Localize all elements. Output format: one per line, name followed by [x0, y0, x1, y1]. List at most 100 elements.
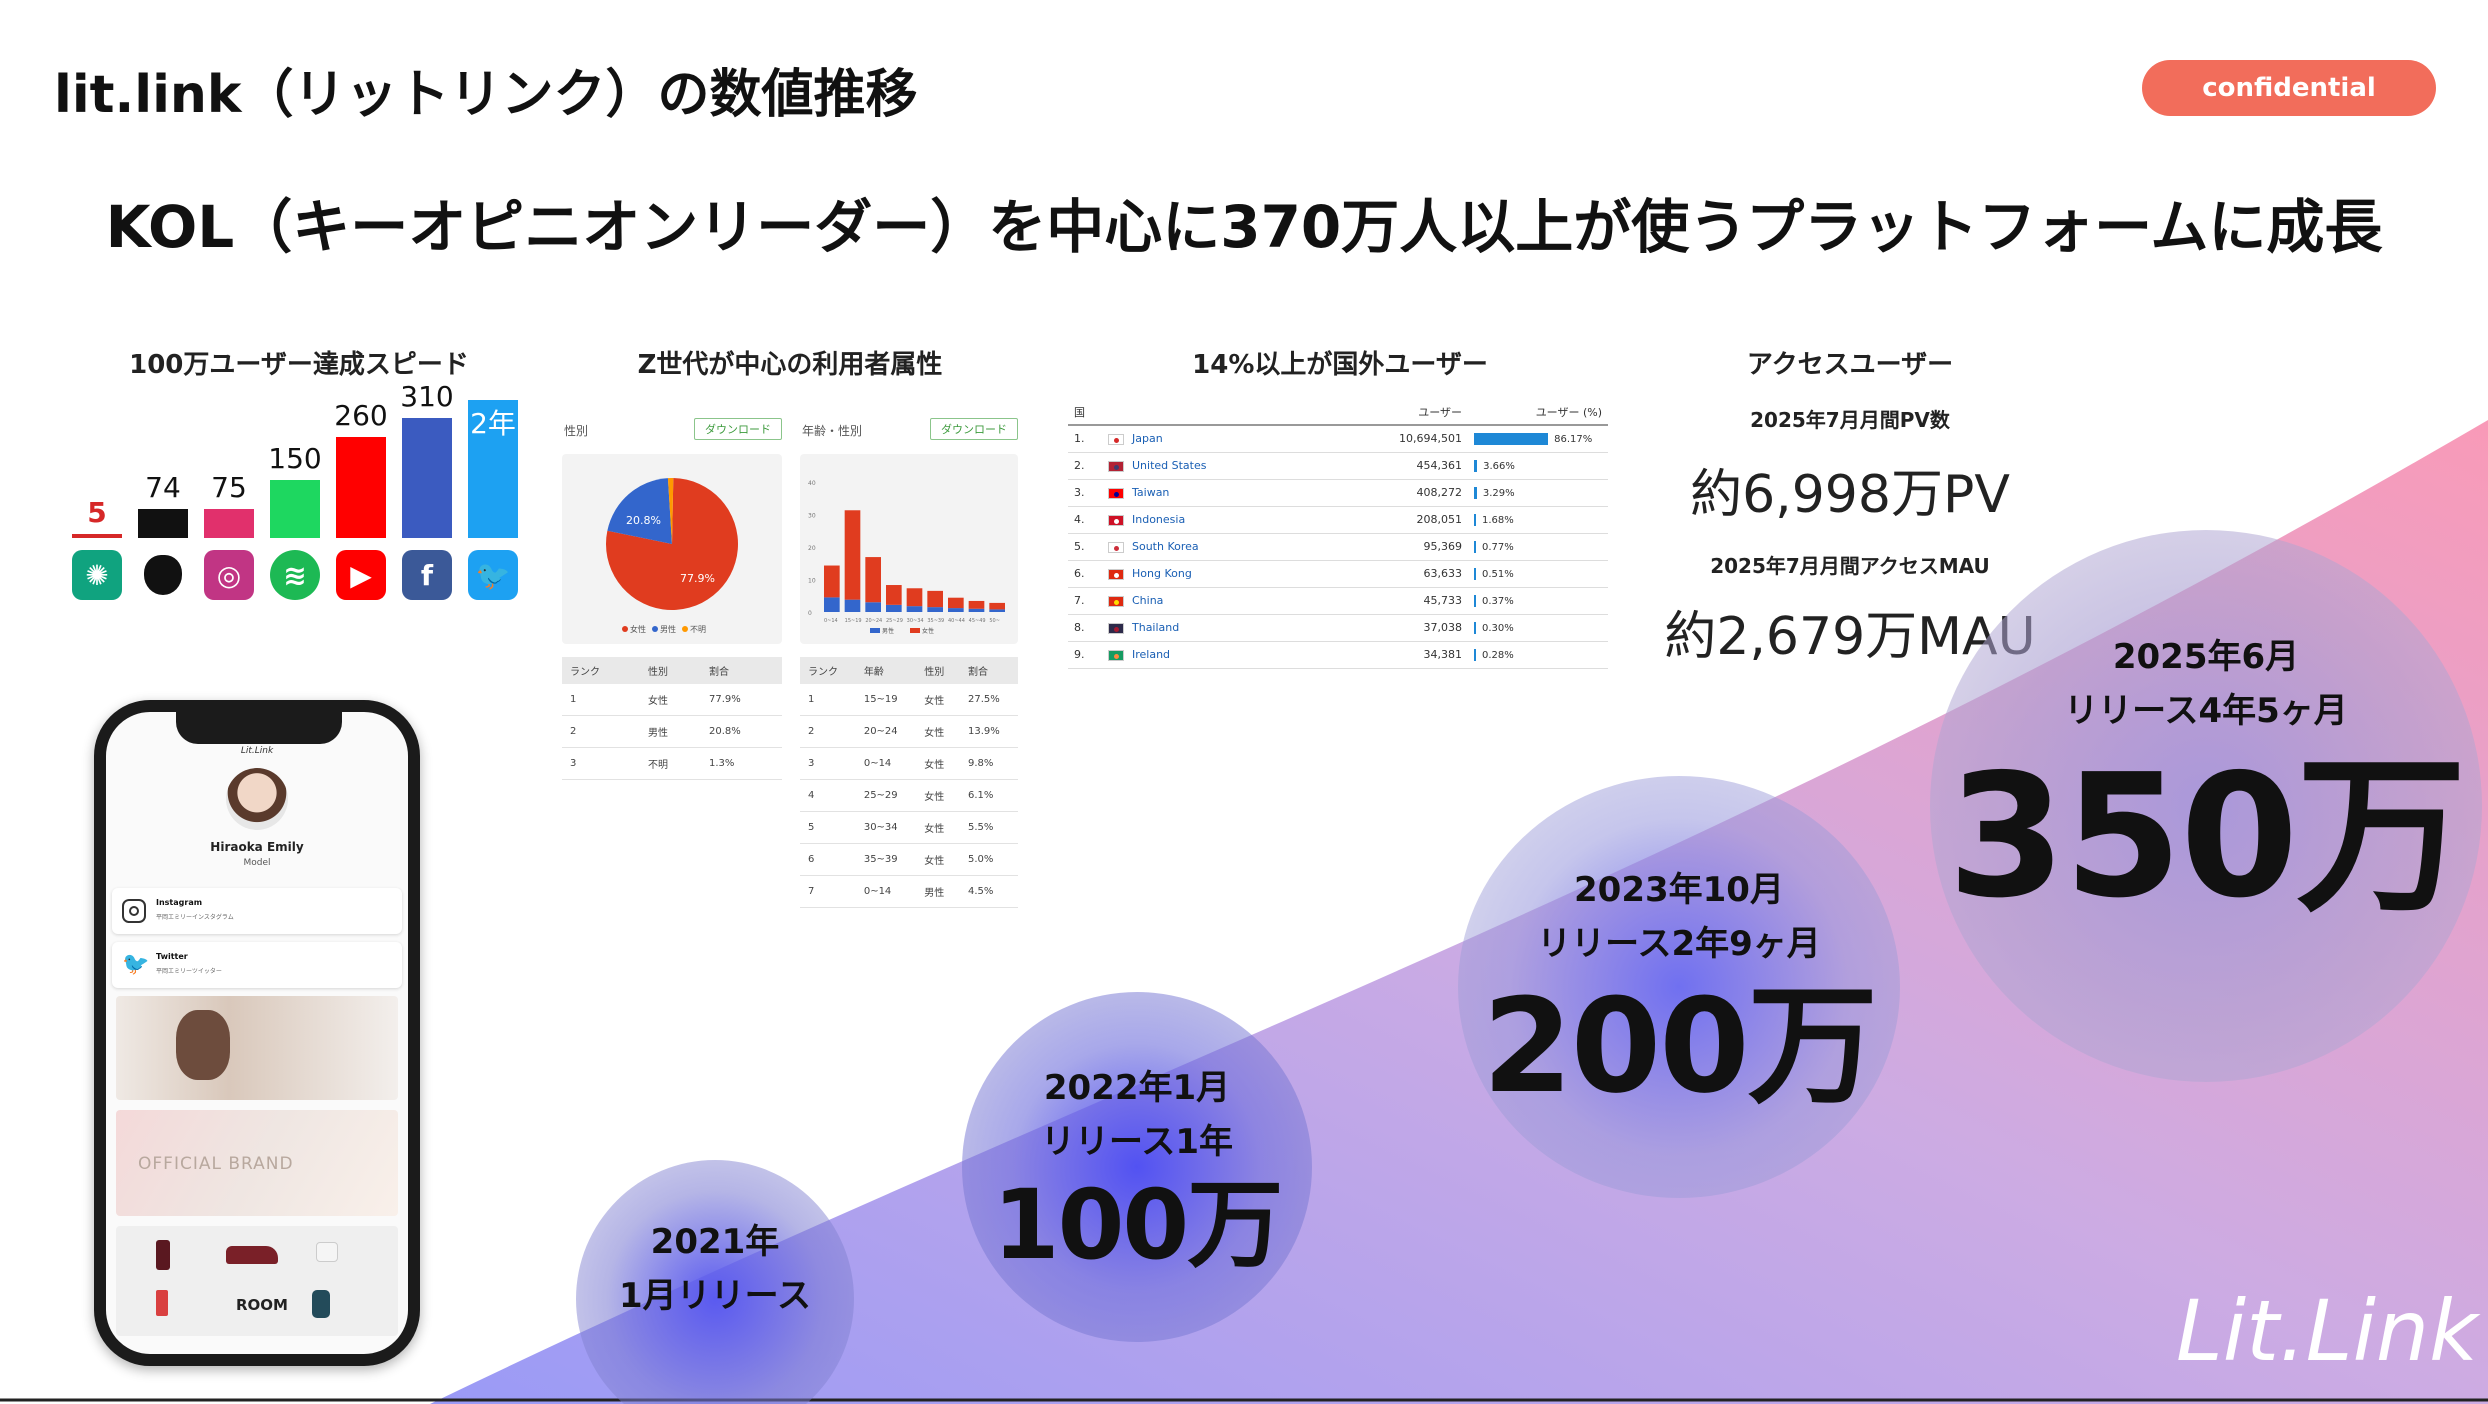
gender-download-button[interactable]: ダウンロード: [694, 418, 782, 440]
age-bar-male: [824, 597, 840, 612]
country-name[interactable]: United States: [1132, 459, 1207, 472]
table-cell: 5.5%: [959, 811, 1018, 844]
gender-pie-chart: [606, 478, 738, 610]
country-share-bar: [1474, 514, 1476, 526]
country-name[interactable]: China: [1132, 594, 1164, 607]
table-cell: 20~24: [855, 715, 917, 748]
table-cell: 7: [800, 875, 856, 908]
age-y-tick: 30: [808, 513, 816, 520]
country-name[interactable]: Taiwan: [1132, 486, 1170, 499]
product-cup: [316, 1242, 338, 1262]
country-share-bar: [1474, 487, 1477, 499]
instagram-icon: [122, 899, 146, 923]
country-share-pct: 0.51%: [1482, 568, 1514, 580]
country-flag-icon: [1108, 487, 1124, 499]
country-name[interactable]: South Korea: [1132, 540, 1199, 553]
link-card-instagram[interactable]: Instagram 平岡エミリーインスタグラム: [112, 888, 402, 934]
country-name[interactable]: Japan: [1132, 432, 1163, 446]
table-cell: 女性: [916, 684, 960, 716]
official-brand-text: OFFICIAL BRAND: [138, 1154, 294, 1174]
age-bar-female: [844, 510, 861, 600]
official-brand-banner[interactable]: OFFICIAL BRAND: [116, 1110, 398, 1216]
milestone-date: 2025年6月: [2112, 636, 2300, 677]
country-name[interactable]: Indonesia: [1132, 513, 1186, 526]
spotify-icon: ≋: [270, 550, 320, 600]
age-table-row: 6 35~39 女性 5.0%: [800, 843, 1018, 876]
country-share-pct: 0.37%: [1482, 595, 1514, 607]
country-users: 10,694,501: [1322, 425, 1468, 453]
gender-table-row: 1 女性 77.9%: [562, 684, 782, 716]
age-bar-male: [948, 608, 964, 612]
age-bar-female: [989, 602, 1005, 610]
country-row: 8. Thailand 37,038 0.30%: [1068, 614, 1608, 642]
age-x-tick: 40~44: [948, 618, 965, 624]
speed-bar-label: 2年: [470, 407, 516, 440]
photo-banner[interactable]: [116, 996, 398, 1100]
shop-banner[interactable]: ROOM: [116, 1226, 398, 1336]
country-users: 34,381: [1322, 641, 1468, 669]
country-users: 208,051: [1322, 506, 1468, 534]
country-table-header: ユーザー (%): [1468, 400, 1608, 426]
link-card-subtitle: 平岡エミリーツイッター: [156, 968, 222, 975]
country-share-cell: 0.37%: [1468, 587, 1608, 615]
country-name[interactable]: Ireland: [1132, 648, 1171, 661]
country-name[interactable]: Hong Kong: [1132, 567, 1192, 580]
age-bar-female: [906, 588, 923, 607]
table-cell: 6.1%: [959, 779, 1018, 812]
pv-value: 約6,998万PV: [1690, 465, 2010, 525]
age-bar-male: [844, 599, 861, 612]
country-rank: 9.: [1068, 641, 1102, 669]
speed-bar-label: 5: [87, 496, 107, 529]
gender-pie-panel: 20.8% 77.9% 女性 男性 不明: [562, 454, 782, 644]
country-name-cell: Ireland: [1102, 641, 1322, 669]
country-table-header: [1102, 400, 1322, 426]
milestone-subtitle: 1月リリース: [619, 1276, 811, 1316]
gender-panel-label: 性別: [564, 424, 589, 438]
country-share-bar: [1474, 622, 1476, 634]
country-row: 4. Indonesia 208,051 1.68%: [1068, 506, 1608, 534]
twitter-icon: 🐦: [122, 952, 150, 977]
age-download-button[interactable]: ダウンロード: [930, 418, 1018, 440]
country-rank: 3.: [1068, 479, 1102, 507]
country-row: 5. South Korea 95,369 0.77%: [1068, 533, 1608, 561]
age-x-tick: 50~: [989, 618, 1000, 624]
table-header: ランク: [800, 657, 856, 684]
phone-notch: [176, 712, 342, 744]
speed-bar: [336, 437, 386, 538]
age-panel: 年齢・性別 ダウンロード 0 10 20 30 40 0~14 15~19 20~24 25~2…: [800, 412, 1018, 908]
twitter-icon: 🐦: [468, 550, 518, 600]
country-name-cell: Indonesia: [1102, 506, 1322, 534]
age-table-row: 2 20~24 女性 13.9%: [800, 715, 1018, 748]
pie-slice: [667, 478, 674, 544]
country-row: 2. United States 454,361 3.66%: [1068, 452, 1608, 480]
country-name[interactable]: Thailand: [1132, 621, 1180, 634]
table-cell: 3: [562, 747, 640, 780]
age-table-row: 7 0~14 男性 4.5%: [800, 875, 1018, 908]
age-panel-label: 年齢・性別: [802, 424, 863, 438]
table-cell: 1.3%: [700, 747, 782, 780]
apple-icon: [138, 550, 188, 600]
country-share-cell: 86.17%: [1468, 425, 1608, 453]
country-name-cell: Taiwan: [1102, 479, 1322, 507]
country-rank: 1.: [1068, 425, 1102, 453]
gender-table: ランク 性別 割合 1 女性 77.9% 2 男性 20.8% 3 不明 1.3%: [562, 657, 782, 780]
country-share-pct: 3.66%: [1483, 460, 1515, 472]
gender-panel: 性別 ダウンロード 20.8% 77.9% 女性 男性 不明 ランク 性別 割合 1 女性 7…: [562, 412, 782, 782]
country-row: 9. Ireland 34,381 0.28%: [1068, 641, 1608, 669]
pie-label-male: 20.8%: [626, 514, 661, 527]
phone-header-logo: Lit.Link: [240, 746, 274, 756]
pie-slice: [606, 478, 738, 610]
country-rank: 8.: [1068, 614, 1102, 642]
link-card-twitter[interactable]: 🐦 Twitter 平岡エミリーツイッター: [112, 942, 402, 988]
profile-role: Model: [243, 858, 271, 868]
age-y-tick: 0: [808, 610, 812, 617]
table-cell: 2: [562, 715, 640, 748]
country-rank: 6.: [1068, 560, 1102, 588]
speed-bar-chart: 5 ✺ 74 75 ◎ 150 ≋ 260 ▶ 310 f 2年 🐦: [64, 380, 534, 610]
pie-legend: 女性 男性 不明: [622, 624, 712, 635]
country-share-pct: 1.68%: [1482, 514, 1514, 526]
phone-mockup: Lit.Link Hiraoka Emily Model Instagram 平…: [94, 700, 420, 1366]
table-cell: 5: [800, 811, 856, 844]
product-shoe: [226, 1246, 278, 1264]
country-row: 3. Taiwan 408,272 3.29%: [1068, 479, 1608, 507]
